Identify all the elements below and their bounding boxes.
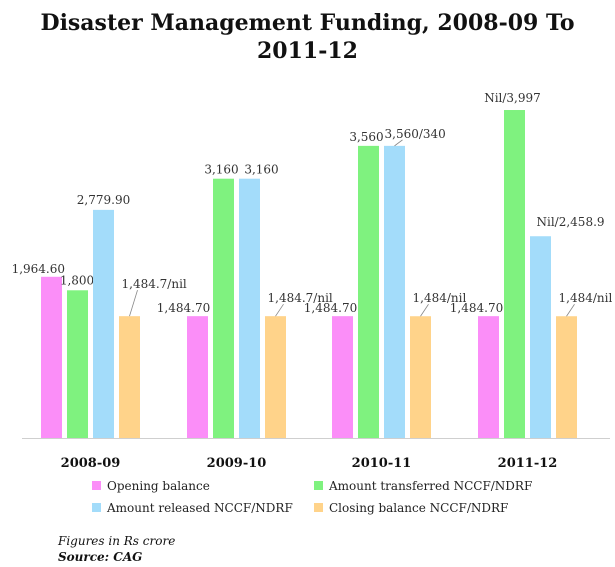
source-note: Source: CAG <box>58 550 143 564</box>
bar-1-2009-10 <box>187 316 208 438</box>
legend-label: Amount transferred NCCF/NDRF <box>328 479 532 493</box>
legend-label: Closing balance NCCF/NDRF <box>329 501 508 515</box>
bar-1-2011-12 <box>478 316 499 438</box>
data-label: 1,484/nil <box>413 291 467 305</box>
data-label: 1,484/nil <box>559 291 613 305</box>
data-label: 1,484.7/nil <box>268 291 333 305</box>
bar-2-2010-11 <box>358 145 379 438</box>
bar-2-2011-12 <box>504 110 525 439</box>
category-label: 2009-10 <box>207 456 267 471</box>
bar-1-2010-11 <box>332 316 353 438</box>
data-label: 1,484.7/nil <box>122 277 187 291</box>
data-label: 1,484.70 <box>157 301 210 315</box>
chart-title-line-2: 2011-12 <box>257 38 358 64</box>
units-footnote: Figures in Rs crore <box>58 534 176 548</box>
data-label: 3,160 <box>204 163 238 177</box>
data-label: 1,484.70 <box>304 301 357 315</box>
category-label: 2011-12 <box>498 456 558 471</box>
data-label: Nil/3,997 <box>484 91 541 105</box>
legend-label: Opening balance <box>107 479 210 493</box>
legend-label: Amount released NCCF/NDRF <box>106 501 293 515</box>
bar-3-2011-12 <box>530 236 551 438</box>
bar-4-2011-12 <box>556 316 577 438</box>
bar-3-2010-11 <box>384 145 405 438</box>
leader-line <box>566 304 575 317</box>
legend-swatch <box>92 481 101 490</box>
bar-4-2008-09 <box>119 316 140 438</box>
leader-line <box>129 290 138 317</box>
data-label: 3,560 <box>349 130 383 144</box>
bar-4-2009-10 <box>265 316 286 438</box>
category-label: 2010-11 <box>352 456 412 471</box>
chart-title-line-1: Disaster Management Funding, 2008-09 To <box>40 10 575 36</box>
bar-2-2009-10 <box>213 178 234 439</box>
leader-line <box>275 303 284 317</box>
data-label: Nil/2,458.9 <box>537 215 605 229</box>
legend-swatch <box>314 481 323 490</box>
legend-swatch <box>314 503 323 512</box>
data-label: 1,964.60 <box>12 262 65 276</box>
legend-swatch <box>92 503 101 512</box>
data-label: 1,800 <box>60 273 94 287</box>
bar-3-2009-10 <box>239 178 260 439</box>
category-label: 2008-09 <box>61 456 121 471</box>
data-label: 1,484.70 <box>450 301 503 315</box>
bar-3-2008-09 <box>93 209 114 438</box>
leader-line <box>394 139 403 147</box>
bar-2-2008-09 <box>67 290 88 438</box>
bar-4-2010-11 <box>410 316 431 438</box>
data-label: 2,779.90 <box>77 193 130 207</box>
data-label: 3,160 <box>244 163 278 177</box>
leader-line <box>420 304 429 317</box>
data-label: 3,560/340 <box>385 127 446 141</box>
bar-1-2008-09 <box>41 276 62 438</box>
